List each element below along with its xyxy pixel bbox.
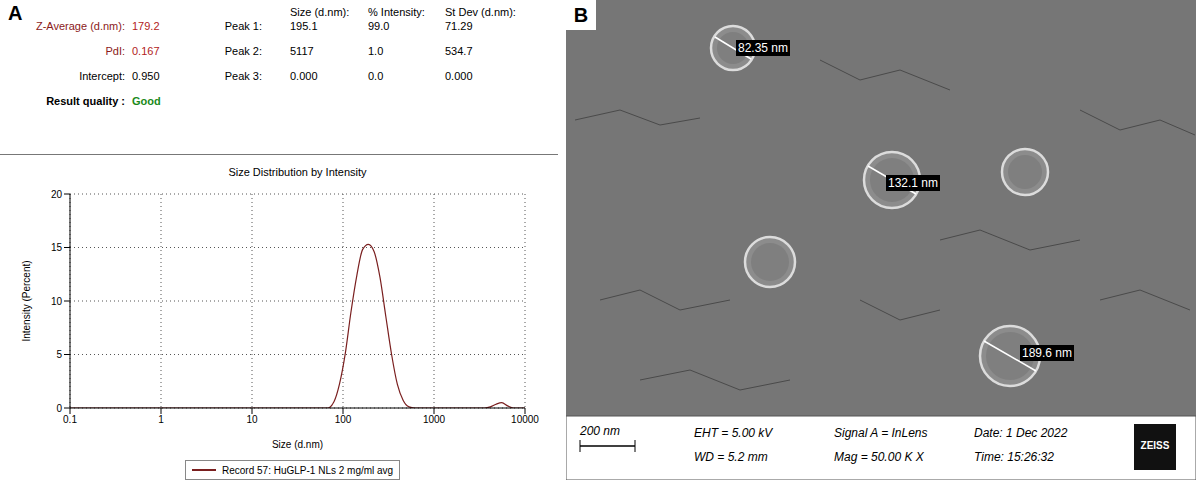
svg-text:1: 1 [158, 414, 164, 425]
svg-text:10000: 10000 [511, 414, 539, 425]
svg-text:15: 15 [51, 242, 63, 253]
svg-text:100: 100 [335, 414, 352, 425]
html-text:0.0: 0.0 [368, 70, 384, 82]
html-text:EHT = 5.00 kV: EHT = 5.00 kV [694, 426, 773, 440]
svg-text:10: 10 [51, 296, 63, 307]
svg-text:10: 10 [246, 414, 258, 425]
html-text:179.2: 179.2 [132, 20, 160, 32]
svg-text:1000: 1000 [423, 414, 446, 425]
svg-text:20: 20 [51, 189, 63, 200]
html-text:99.0: 99.0 [368, 20, 390, 32]
svg-text:Intensity (Percent): Intensity (Percent) [21, 260, 32, 341]
html-text:132.1 nm: 132.1 nm [888, 176, 938, 190]
html-text:Z-Average (d.nm):: Z-Average (d.nm): [35, 20, 125, 32]
html-text:1.0: 1.0 [368, 45, 384, 57]
html-text:Good: Good [132, 95, 161, 107]
html-text:Date: 1 Dec 2022: Date: 1 Dec 2022 [974, 426, 1068, 440]
html-text:Peak 2:: Peak 2: [224, 45, 262, 57]
html-text:0.000: 0.000 [290, 70, 318, 82]
html-text:Size (d.nm):: Size (d.nm): [290, 6, 350, 18]
html-text:534.7: 534.7 [445, 45, 473, 57]
html-text:0.167: 0.167 [132, 45, 160, 57]
html-text:Intercept:: Intercept: [79, 70, 125, 82]
html-text:0.000: 0.000 [445, 70, 473, 82]
html-text:St Dev (d.nm):: St Dev (d.nm): [445, 6, 516, 18]
html-text:Size Distribution by Intensity: Size Distribution by Intensity [228, 166, 367, 178]
html-text:ZEISS: ZEISS [1140, 440, 1170, 451]
html-text:Record 57: HuGLP-1 NLs 2 mg/ml: Record 57: HuGLP-1 NLs 2 mg/ml avg [222, 464, 394, 476]
html-text:0.950: 0.950 [132, 70, 160, 82]
svg-text:0: 0 [56, 403, 62, 414]
html-text:% Intensity:: % Intensity: [368, 6, 425, 18]
html-text:Peak 1:: Peak 1: [224, 20, 262, 32]
html-text:82.35 nm: 82.35 nm [738, 41, 788, 55]
html-text:189.6 nm: 189.6 nm [1022, 346, 1072, 360]
svg-text:0.1: 0.1 [63, 414, 77, 425]
html-text:195.1: 195.1 [290, 20, 318, 32]
html-text:PdI:: PdI: [105, 45, 125, 57]
html-text:B: B [573, 4, 589, 26]
html-text:5117: 5117 [290, 45, 314, 57]
html-text:Peak 3:: Peak 3: [224, 70, 262, 82]
html-text:71.29: 71.29 [445, 20, 473, 32]
html-text:Time: 15:26:32: Time: 15:26:32 [974, 450, 1054, 464]
html-text:Signal A = InLens: Signal A = InLens [834, 426, 928, 440]
html-text:Mag = 50.00 K X: Mag = 50.00 K X [834, 450, 924, 464]
html-text:A: A [8, 2, 23, 24]
svg-text:5: 5 [56, 349, 62, 360]
html-text:200 nm: 200 nm [580, 424, 620, 438]
svg-text:Size (d.nm): Size (d.nm) [272, 439, 323, 450]
html-text:Result quality :: Result quality : [46, 95, 125, 107]
html-text:WD = 5.2 mm: WD = 5.2 mm [694, 450, 768, 464]
